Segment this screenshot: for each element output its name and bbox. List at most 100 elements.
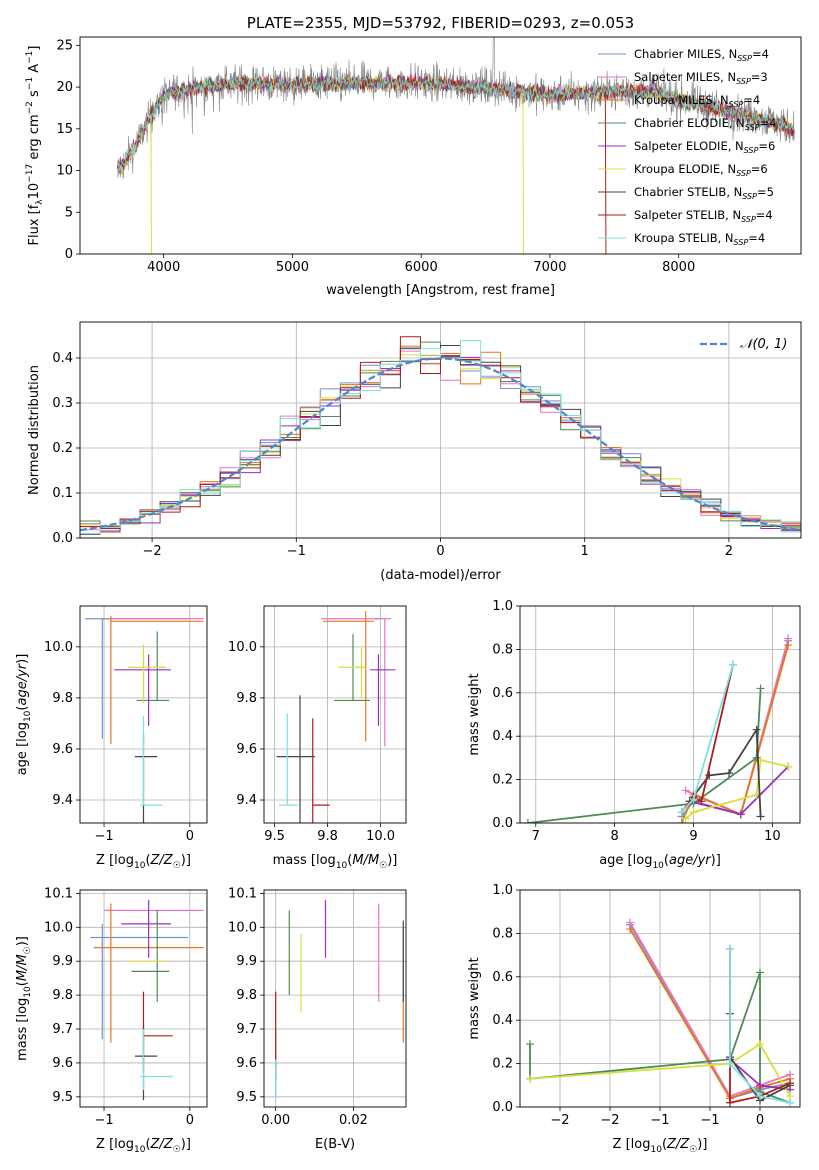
x-tick-label: 4000	[147, 260, 180, 275]
weight-marker	[726, 1098, 734, 1107]
y-tick-label: 0.2	[492, 1057, 513, 1072]
x-tick-label: −1	[650, 1113, 669, 1128]
spectrum-panel: 4000 5000 6000 7000 8000 0 5 10 15 20 25 PLATE=2355…	[25, 14, 802, 298]
errorbar-point	[85, 618, 189, 739]
weight-marker	[689, 808, 698, 817]
legend-label: Chabrier ELODIE, NSSP=4	[634, 116, 776, 132]
weight-marker	[526, 1074, 534, 1083]
weight-line-0	[629, 924, 791, 1100]
y-tick-label: 9.4	[236, 793, 257, 808]
axes-frame	[79, 36, 802, 255]
weight-marker	[784, 641, 793, 650]
weight-line-5	[685, 758, 789, 820]
mass-vs-z-panel: −1 0 9.5 9.6 9.7 9.8 9.9 10.0 10.1 Z [log10(Z/Z☉)…	[15, 886, 208, 1155]
y-tick-label: 0.8	[492, 926, 513, 941]
errorbar-point	[134, 733, 158, 823]
legend-label: Kroupa MILES, NSSP=4	[634, 93, 760, 109]
legend: 𝒩(0, 1)	[700, 337, 787, 352]
errorbar-point	[128, 644, 166, 704]
legend: Chabrier MILES, NSSP=4 Salpeter MILES, NS…	[598, 47, 776, 247]
model-spectrum-8	[116, 74, 795, 178]
y-tick-label: 9.7	[236, 1022, 257, 1037]
weight-line-2	[680, 644, 790, 823]
weight-marker	[756, 968, 764, 977]
weight-marker	[784, 762, 793, 771]
y-tick-label: 9.9	[52, 954, 73, 969]
y-tick-label: 1.0	[492, 883, 513, 898]
x-axis-label: Z [log10(Z/Z☉)]	[613, 1137, 708, 1155]
axes-frame	[79, 889, 208, 1108]
x-tick-label: 0	[186, 829, 194, 844]
mask-line	[522, 91, 525, 254]
x-tick-label: −1	[94, 829, 113, 844]
weight-marker	[756, 1040, 764, 1049]
residuals-panel: −2 −1 0 1 2 0.0 0.1 0.2 0.3 0.4 (data-model)/error…	[27, 321, 802, 583]
x-tick-label: 0	[436, 544, 444, 559]
y-tick-label: 9.8	[52, 988, 73, 1003]
y-tick-label: 10.1	[228, 886, 257, 901]
errorbar-point	[338, 646, 366, 698]
y-axis-label: Flux [fλ10−17 erg cm−2 s−1 A−1]	[25, 46, 45, 246]
errorbar-point	[90, 923, 189, 1040]
errorbar-point	[369, 654, 396, 726]
x-tick-label: 8000	[662, 260, 695, 275]
y-tick-label: 10.1	[44, 886, 73, 901]
x-tick-label: −2	[550, 1113, 569, 1128]
x-axis-label: wavelength [Angstrom, rest frame]	[326, 283, 555, 298]
legend-label: Chabrier MILES, NSSP=4	[634, 47, 769, 63]
y-tick-label: 5	[65, 205, 73, 220]
legend-label: Kroupa STELIB, NSSP=4	[634, 231, 765, 247]
mask-line	[150, 116, 152, 254]
legend-entry: Chabrier STELIB, NSSP=5	[598, 185, 774, 201]
weight-marker	[681, 814, 690, 823]
y-tick-label: 9.8	[52, 691, 73, 706]
weight-marker	[677, 808, 686, 817]
y-tick-label: 9.6	[236, 1056, 257, 1071]
y-tick-label: 9.6	[236, 742, 257, 757]
errorbar-point	[140, 1029, 173, 1091]
x-tick-label: 2	[725, 544, 733, 559]
legend-label: Chabrier STELIB, NSSP=5	[634, 185, 774, 201]
axes-frame	[519, 605, 801, 824]
weight-marker	[756, 1081, 764, 1090]
y-axis-label: mass weight	[467, 673, 482, 755]
x-tick-label: 0	[186, 1113, 194, 1128]
x-tick-label: 8	[611, 829, 619, 844]
errorbar-point	[276, 695, 315, 823]
weight-marker	[523, 819, 532, 823]
errorbar-point	[114, 654, 171, 726]
weight-marker	[752, 725, 761, 734]
y-tick-label: 10.0	[228, 920, 257, 935]
y-tick-label: 0.6	[492, 686, 513, 701]
weight-marker	[736, 810, 745, 819]
y-tick-label: 0.0	[52, 531, 73, 546]
axes-frame	[263, 605, 407, 824]
weight-marker	[726, 1059, 734, 1068]
legend-entry: Salpeter ELODIE, NSSP=6	[598, 139, 775, 155]
weight-marker	[726, 944, 734, 953]
weight-marker	[677, 819, 686, 823]
y-tick-label: 0.6	[492, 970, 513, 985]
x-axis-label: mass [log10(M/M☉)]	[273, 853, 398, 871]
y-tick-label: 9.6	[52, 1056, 73, 1071]
weight-line-5	[529, 1042, 791, 1097]
age-vs-z-panel: −1 0 9.4 9.6 9.8 10.0 Z [log10(Z/Z☉)] age [log1…	[15, 605, 208, 871]
errorbar-point	[278, 713, 298, 806]
age-vs-mass-panel: 9.5 9.8 10.0 9.4 9.6 9.8 10.0 mass [log10(M/M☉)…	[228, 605, 407, 871]
weight-marker	[681, 786, 690, 795]
legend-entry: Salpeter STELIB, NSSP=4	[598, 208, 773, 224]
weight-vs-age-plot-area	[523, 634, 793, 823]
x-tick-label: 0.00	[261, 1113, 290, 1128]
weight-marker	[728, 660, 737, 669]
axes-frame	[519, 889, 801, 1108]
x-tick-label: 9.8	[317, 829, 338, 844]
weight-marker	[756, 1092, 764, 1101]
legend-label: Kroupa ELODIE, NSSP=6	[634, 162, 768, 178]
y-tick-label: 9.8	[236, 988, 257, 1003]
age-vs-z-plot-area	[85, 616, 204, 823]
x-axis-label: Z [log10(Z/Z☉)]	[96, 1137, 191, 1155]
weight-marker	[756, 684, 765, 693]
y-axis-label: mass [log10(M/M☉)]	[15, 936, 33, 1061]
spectrum-plot-area	[116, 37, 795, 254]
histogram-7	[80, 336, 801, 528]
